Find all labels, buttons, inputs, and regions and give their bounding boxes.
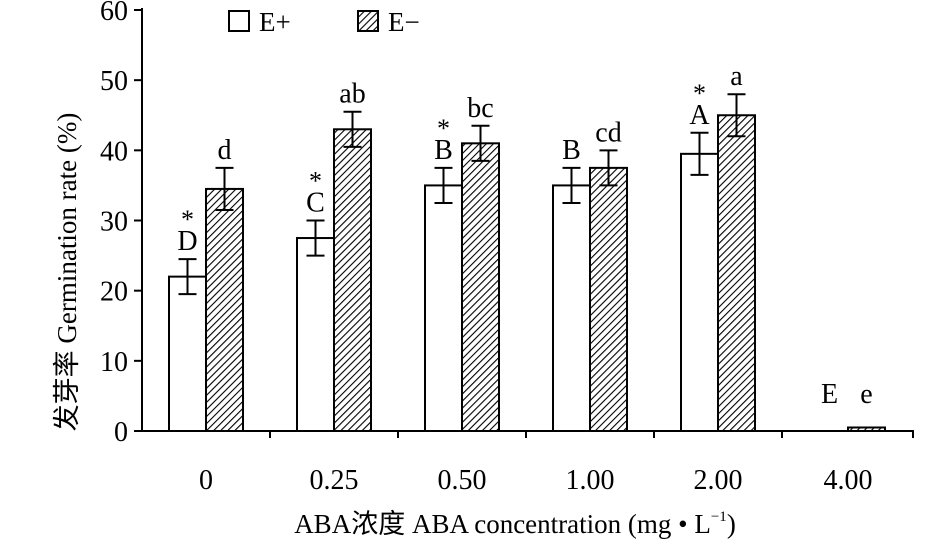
significance-letter: B	[562, 135, 581, 166]
x-axis-title-superscript: −1	[711, 509, 727, 525]
x-tick-label: 1.00	[566, 465, 615, 496]
bar-e-plus	[680, 152, 719, 432]
significance-letter: E	[821, 379, 838, 410]
legend-swatch-e-minus	[357, 10, 379, 32]
x-axis-title: ABA浓度 ABA concentration (mg • L−1)	[294, 509, 736, 539]
legend: E+ E−	[228, 7, 420, 37]
bar-e-minus	[461, 142, 500, 432]
y-tick-label: 50	[100, 66, 128, 97]
axes: 0 10 20 30 40 50 60 0 0.25 0.50 1.00 2.00 4.00	[100, 0, 914, 496]
bar-e-minus	[333, 128, 372, 433]
significance-letter: e	[860, 379, 872, 410]
bar-e-minus	[847, 426, 886, 433]
y-tick-label: 40	[100, 136, 128, 167]
y-axis-title: 发芽率 Germination rate (%)	[52, 113, 82, 432]
x-tick-label: 2.00	[694, 465, 743, 496]
significance-star: *	[437, 114, 450, 143]
significance-letter: d	[218, 135, 232, 166]
legend-swatch-e-plus	[228, 10, 250, 32]
bar-e-minus	[717, 114, 756, 432]
significance-letter: bc	[467, 93, 493, 124]
y-tick-label: 30	[100, 207, 128, 238]
bar-e-minus	[205, 187, 244, 432]
significance-letter: ab	[339, 79, 365, 110]
y-tick-label: 20	[100, 277, 128, 308]
significance-letter: D	[177, 226, 197, 257]
significance-star: *	[309, 167, 322, 196]
x-tick-label: 0	[199, 465, 213, 496]
significance-letter: C	[306, 188, 325, 219]
x-axis-title-main: ABA浓度 ABA concentration (mg • L	[294, 509, 711, 539]
significance-letter: a	[730, 61, 743, 92]
y-tick-label: 10	[100, 347, 128, 378]
significance-star: *	[693, 79, 706, 108]
bar-e-plus	[296, 237, 335, 432]
bar-e-plus	[168, 275, 207, 432]
x-tick-label: 0.25	[310, 465, 359, 496]
bar-e-minus	[589, 166, 628, 432]
significance-letter: B	[434, 135, 453, 166]
significance-letter: cd	[595, 117, 621, 148]
bars	[168, 93, 886, 433]
x-tick-label: 0.50	[438, 465, 487, 496]
y-tick-label: 60	[100, 0, 128, 27]
bar-e-plus	[552, 184, 591, 432]
significance-star: *	[181, 205, 194, 234]
x-axis-title-close: )	[727, 509, 736, 539]
y-tick-label: 0	[114, 417, 128, 448]
x-tick-label: 4.00	[824, 465, 873, 496]
legend-label-e-minus: E−	[388, 7, 420, 37]
legend-label-e-plus: E+	[259, 7, 291, 37]
significance-letter: A	[689, 100, 710, 131]
bar-e-plus	[424, 184, 463, 432]
